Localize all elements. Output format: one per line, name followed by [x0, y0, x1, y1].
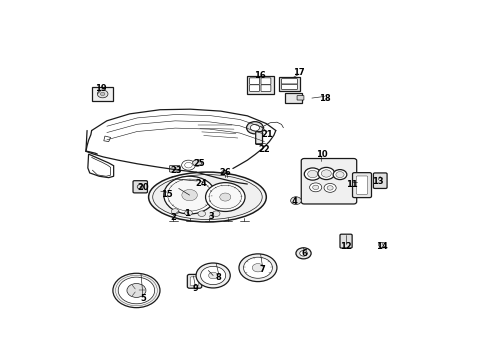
FancyBboxPatch shape	[261, 85, 271, 91]
Text: 26: 26	[220, 168, 231, 177]
Text: 10: 10	[316, 150, 327, 158]
FancyBboxPatch shape	[93, 87, 113, 101]
FancyBboxPatch shape	[352, 173, 371, 198]
Text: 6: 6	[301, 249, 307, 258]
Text: 15: 15	[161, 190, 172, 199]
Circle shape	[127, 284, 146, 297]
Text: 1: 1	[184, 209, 190, 218]
Circle shape	[209, 272, 218, 279]
Text: 9: 9	[193, 284, 198, 293]
Text: 4: 4	[292, 197, 298, 206]
Circle shape	[321, 170, 331, 177]
Text: 24: 24	[195, 179, 207, 188]
Circle shape	[324, 184, 336, 192]
Circle shape	[304, 168, 321, 180]
Text: 17: 17	[293, 68, 304, 77]
FancyBboxPatch shape	[170, 166, 180, 172]
Text: 23: 23	[171, 166, 182, 175]
Circle shape	[336, 172, 344, 177]
Text: 11: 11	[346, 180, 358, 189]
Text: 14: 14	[376, 242, 388, 251]
Circle shape	[300, 251, 307, 256]
Circle shape	[327, 186, 333, 190]
Circle shape	[379, 243, 386, 247]
Circle shape	[182, 189, 197, 201]
FancyBboxPatch shape	[281, 79, 297, 84]
Ellipse shape	[158, 192, 162, 195]
Circle shape	[209, 185, 242, 209]
FancyBboxPatch shape	[261, 78, 271, 85]
FancyBboxPatch shape	[279, 77, 300, 91]
Text: 8: 8	[216, 273, 221, 282]
Circle shape	[196, 263, 230, 288]
Text: 7: 7	[260, 265, 266, 274]
Circle shape	[172, 209, 179, 214]
Circle shape	[164, 176, 216, 214]
Circle shape	[100, 92, 105, 96]
Text: 18: 18	[318, 94, 330, 103]
Circle shape	[252, 264, 264, 272]
FancyBboxPatch shape	[356, 176, 368, 194]
FancyBboxPatch shape	[133, 181, 147, 193]
FancyBboxPatch shape	[281, 84, 297, 90]
Circle shape	[200, 266, 226, 285]
Circle shape	[171, 176, 178, 182]
Text: 16: 16	[254, 71, 266, 80]
Circle shape	[113, 273, 160, 308]
Ellipse shape	[153, 175, 262, 220]
Ellipse shape	[156, 190, 164, 197]
Text: 3: 3	[208, 212, 214, 221]
Circle shape	[296, 248, 311, 259]
Circle shape	[244, 257, 272, 278]
Text: 13: 13	[372, 177, 384, 186]
Circle shape	[198, 211, 206, 216]
FancyBboxPatch shape	[187, 274, 202, 288]
Text: 12: 12	[340, 242, 352, 251]
Circle shape	[220, 193, 231, 201]
Circle shape	[185, 210, 192, 216]
Circle shape	[333, 170, 347, 180]
Circle shape	[221, 170, 227, 175]
Text: 5: 5	[140, 294, 146, 303]
Circle shape	[246, 122, 263, 134]
FancyBboxPatch shape	[249, 85, 260, 91]
FancyBboxPatch shape	[246, 76, 274, 94]
Polygon shape	[104, 136, 111, 141]
Circle shape	[239, 254, 277, 282]
Circle shape	[250, 125, 260, 131]
Circle shape	[98, 90, 108, 98]
FancyBboxPatch shape	[256, 132, 263, 144]
Ellipse shape	[148, 172, 267, 222]
Text: 22: 22	[259, 145, 270, 154]
Text: 20: 20	[137, 183, 148, 192]
Circle shape	[313, 185, 318, 190]
Circle shape	[310, 183, 322, 192]
Circle shape	[168, 179, 212, 211]
Circle shape	[206, 183, 245, 211]
FancyBboxPatch shape	[285, 93, 302, 103]
Text: 21: 21	[262, 130, 273, 139]
Circle shape	[212, 211, 220, 216]
FancyBboxPatch shape	[301, 158, 357, 204]
FancyBboxPatch shape	[340, 234, 352, 248]
Text: 25: 25	[193, 159, 205, 168]
Circle shape	[308, 170, 318, 178]
Polygon shape	[88, 154, 114, 177]
FancyBboxPatch shape	[190, 277, 199, 286]
FancyBboxPatch shape	[297, 96, 304, 100]
Circle shape	[118, 277, 155, 304]
Circle shape	[193, 159, 202, 166]
FancyBboxPatch shape	[373, 173, 387, 188]
Text: 2: 2	[171, 213, 176, 222]
Text: 19: 19	[95, 85, 106, 94]
Circle shape	[291, 197, 301, 204]
Circle shape	[318, 167, 335, 180]
FancyBboxPatch shape	[249, 78, 260, 85]
